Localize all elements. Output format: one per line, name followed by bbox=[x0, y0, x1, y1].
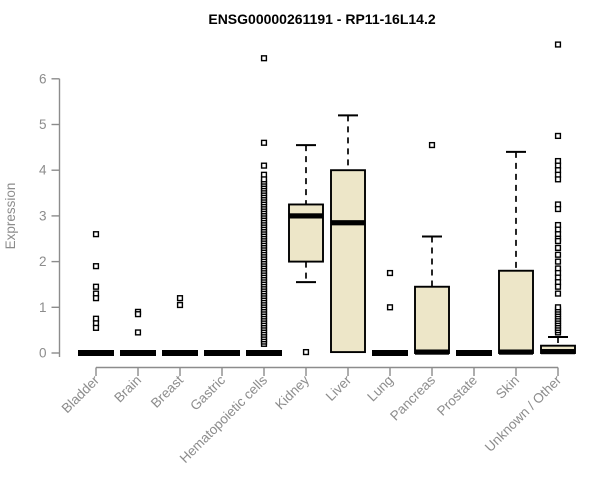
y-tick-label: 6 bbox=[39, 71, 47, 86]
median-line bbox=[415, 349, 449, 355]
box-rect bbox=[330, 169, 366, 354]
box-gastric bbox=[204, 350, 240, 356]
median-line bbox=[541, 349, 575, 355]
outlier-points bbox=[92, 231, 100, 331]
outlier-point bbox=[554, 283, 562, 290]
x-tick-label-prostate: Prostate bbox=[434, 373, 480, 419]
outlier-point bbox=[386, 304, 394, 311]
outlier-point bbox=[554, 244, 562, 251]
outlier-point bbox=[428, 141, 436, 149]
box-bladder bbox=[78, 231, 114, 356]
box-rect bbox=[498, 269, 534, 354]
outlier-point bbox=[176, 301, 184, 309]
outlier-point bbox=[92, 263, 100, 270]
y-axis: 0 1 2 3 4 5 6 bbox=[39, 71, 61, 361]
y-tick-label: 1 bbox=[39, 300, 47, 315]
x-tick-label-kidney: Kidney bbox=[272, 372, 312, 412]
x-tick-label-bladder: Bladder bbox=[59, 372, 103, 416]
outlier-point bbox=[554, 237, 562, 245]
outlier-point bbox=[554, 304, 562, 311]
x-tick-label-brain: Brain bbox=[111, 373, 144, 406]
box-lung bbox=[372, 269, 408, 356]
y-axis-label: Expression bbox=[3, 183, 18, 250]
outlier-point bbox=[260, 176, 268, 183]
x-tick-label-skin: Skin bbox=[493, 373, 522, 402]
x-tick-label-lung: Lung bbox=[364, 373, 396, 405]
outlier-points bbox=[554, 41, 562, 336]
outlier-point bbox=[554, 176, 562, 183]
outlier-point bbox=[260, 55, 268, 62]
box-brain bbox=[120, 308, 156, 356]
outlier-point bbox=[260, 162, 268, 169]
x-tick-label-gastric: Gastric bbox=[187, 372, 228, 413]
box-pancreas bbox=[414, 141, 450, 355]
median-line bbox=[499, 349, 533, 355]
outlier-points bbox=[386, 269, 394, 311]
outlier-points bbox=[176, 295, 184, 309]
outlier-point bbox=[176, 295, 184, 302]
outlier-point bbox=[92, 231, 100, 238]
y-tick-label: 5 bbox=[39, 117, 47, 132]
outlier-point bbox=[554, 41, 562, 48]
y-tick-label: 3 bbox=[39, 208, 47, 223]
x-tick-label-breast: Breast bbox=[148, 372, 186, 410]
box-liver bbox=[330, 114, 366, 354]
outlier-point bbox=[92, 324, 100, 331]
outlier-points bbox=[428, 141, 436, 149]
median-line bbox=[331, 220, 365, 226]
box-rect bbox=[288, 203, 324, 263]
collapsed-box-bar bbox=[246, 350, 282, 356]
y-tick-label: 0 bbox=[39, 346, 47, 361]
outlier-point bbox=[302, 348, 310, 356]
collapsed-box-bar bbox=[78, 350, 114, 356]
outlier-points bbox=[302, 348, 310, 356]
box-kidney bbox=[288, 144, 324, 356]
x-tick-label-unknown-other: Unknown / Other bbox=[482, 372, 565, 455]
box-breast bbox=[162, 295, 198, 356]
outlier-points bbox=[260, 55, 268, 347]
x-tick-label-liver: Liver bbox=[323, 372, 355, 404]
outlier-point bbox=[386, 269, 394, 277]
outlier-point bbox=[554, 258, 562, 265]
chart-title: ENSG00000261191 - RP11-16L14.2 bbox=[208, 11, 435, 27]
box-rect bbox=[414, 285, 450, 354]
y-tick-label: 2 bbox=[39, 254, 47, 269]
outlier-point bbox=[134, 329, 142, 336]
outlier-point bbox=[260, 139, 268, 146]
box-skin bbox=[498, 150, 534, 355]
collapsed-box-bar bbox=[162, 350, 198, 356]
box-unknown-other bbox=[540, 41, 576, 355]
collapsed-box-bar bbox=[372, 350, 408, 356]
collapsed-box-bar bbox=[120, 350, 156, 356]
outlier-point bbox=[554, 132, 562, 140]
median-line bbox=[289, 213, 323, 219]
collapsed-box-bar bbox=[456, 350, 492, 356]
outlier-point bbox=[134, 311, 142, 318]
box-prostate bbox=[456, 350, 492, 356]
outlier-points bbox=[134, 308, 142, 336]
x-tick-label-pancreas: Pancreas bbox=[387, 372, 438, 423]
outlier-point bbox=[92, 295, 100, 302]
outlier-point bbox=[554, 251, 562, 258]
outlier-point bbox=[92, 283, 100, 290]
outlier-point bbox=[554, 290, 562, 297]
y-tick-label: 4 bbox=[39, 163, 47, 178]
box-hematopoietic-cells bbox=[246, 55, 282, 356]
outlier-point bbox=[554, 205, 562, 213]
collapsed-box-bar bbox=[204, 350, 240, 356]
